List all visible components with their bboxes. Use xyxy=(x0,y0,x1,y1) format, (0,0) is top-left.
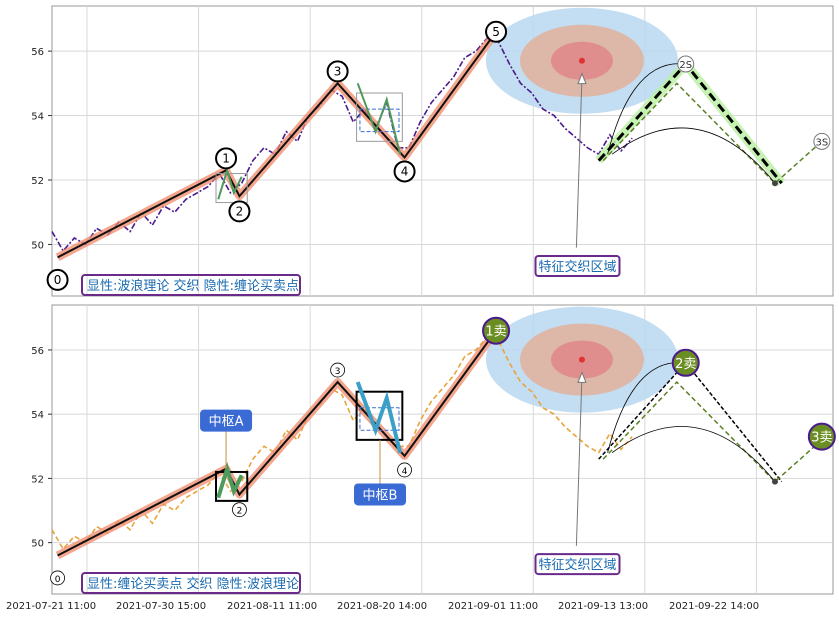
wave-point-label: 0 xyxy=(55,575,61,585)
sell-point-marker xyxy=(807,422,836,451)
sub-wave-a xyxy=(216,461,244,499)
hub-box-a xyxy=(215,470,249,502)
wave-point-marker xyxy=(232,502,247,518)
panel-caption-box xyxy=(81,274,301,296)
panel-caption: 显性:波浪理论 交织 隐性:缠论买卖点 xyxy=(87,278,299,294)
x-axis: 2021-07-21 11:00 2021-07-30 15:00 2021-08-… xyxy=(6,601,759,612)
x-tick-label: 2021-08-20 14:00 xyxy=(337,601,427,612)
x-tick-label: 2021-07-21 11:00 xyxy=(6,601,96,612)
wave-line xyxy=(57,330,497,557)
wave-point-label: 3 xyxy=(334,64,342,78)
region-label-box xyxy=(534,255,621,277)
projection-end xyxy=(771,478,778,485)
panel-caption: 显性:缠论买卖点 交织 隐性:波浪理论 xyxy=(87,576,299,592)
wave-point-marker xyxy=(228,200,251,223)
wave-point-label: 2 xyxy=(237,507,243,517)
wave-point-marker xyxy=(215,147,238,170)
hub-inner-b xyxy=(359,407,400,431)
hub-b-callout-box xyxy=(354,483,407,506)
sub-wave-b xyxy=(356,82,402,155)
sell-point-marker xyxy=(482,316,511,345)
projection-point-marker xyxy=(813,132,831,150)
plot-frame xyxy=(51,304,834,595)
price-line xyxy=(51,37,633,253)
wave-point-label: 5 xyxy=(492,25,500,39)
wave-point-label: 3 xyxy=(335,367,341,377)
wave-point-label: 0 xyxy=(54,273,62,287)
y-tick-label: 52 xyxy=(31,474,44,485)
sell-point-label: 3卖 xyxy=(811,431,832,446)
region-arrow-head xyxy=(577,72,587,85)
sub-wave-a xyxy=(217,166,243,200)
hub-box-a xyxy=(215,173,248,204)
hub-b-callout-label: 中枢B xyxy=(363,488,398,503)
y-tick-label: 50 xyxy=(31,539,44,550)
hub-a-callout-label: 中枢A xyxy=(209,415,244,430)
projection-alt xyxy=(602,82,823,185)
wave-point-marker xyxy=(50,570,65,586)
projection-alt xyxy=(602,380,823,483)
wave-line xyxy=(57,31,497,259)
sell-point-label: 2卖 xyxy=(675,357,696,372)
projection-arc xyxy=(611,426,776,482)
projection-arc-upper xyxy=(607,63,686,155)
wave-point-marker xyxy=(326,60,349,83)
panel-caption-box xyxy=(81,572,301,594)
wave-point-marker xyxy=(397,462,412,478)
region-center xyxy=(578,57,585,64)
wave-point-label: 4 xyxy=(402,467,408,477)
y-tick-label: 50 xyxy=(31,240,44,251)
wave-point-label: 4 xyxy=(401,164,409,178)
plot-frame xyxy=(51,5,834,297)
wave-point-marker xyxy=(393,160,416,183)
y-tick-label: 54 xyxy=(31,112,44,123)
projection-point-label: 3S xyxy=(815,137,828,148)
hub-a-callout-box xyxy=(200,409,253,432)
y-tick-label: 54 xyxy=(31,410,44,421)
projection-end xyxy=(771,180,778,187)
hub-inner-b xyxy=(359,108,400,133)
hub-box-b xyxy=(355,390,404,441)
wave-point-marker xyxy=(330,362,346,378)
sell-point-label: 1卖 xyxy=(485,325,506,340)
region-arrow-head xyxy=(577,371,587,383)
y-tick-label: 56 xyxy=(31,346,44,357)
region-arrow xyxy=(575,375,583,546)
projection-point-marker xyxy=(677,55,695,73)
sell-point-marker xyxy=(671,348,700,377)
projection-arc xyxy=(611,127,776,184)
wave-point-label: 2 xyxy=(236,204,244,218)
y-tick-label: 56 xyxy=(31,47,44,58)
wave-point-label: 1 xyxy=(222,151,230,165)
region-center xyxy=(578,356,585,363)
region-label: 特征交织区域 xyxy=(538,259,616,275)
hub-box-b xyxy=(356,92,403,142)
projection-point-label: 2S xyxy=(679,60,692,71)
y-tick-label: 52 xyxy=(31,176,44,187)
x-tick-label: 2021-09-01 11:00 xyxy=(448,601,538,612)
price-line xyxy=(51,336,633,551)
x-tick-label: 2021-09-22 14:00 xyxy=(669,601,759,612)
sub-wave-b xyxy=(355,381,403,454)
region-arrow xyxy=(575,76,583,248)
x-tick-label: 2021-09-13 13:00 xyxy=(558,601,648,612)
x-tick-label: 2021-07-30 15:00 xyxy=(116,601,206,612)
region-label: 特征交织区域 xyxy=(538,557,616,573)
region-label-box xyxy=(534,553,621,576)
wave-point-marker xyxy=(485,20,508,43)
x-tick-label: 2021-08-11 11:00 xyxy=(227,601,317,612)
wave-point-marker xyxy=(46,268,69,291)
